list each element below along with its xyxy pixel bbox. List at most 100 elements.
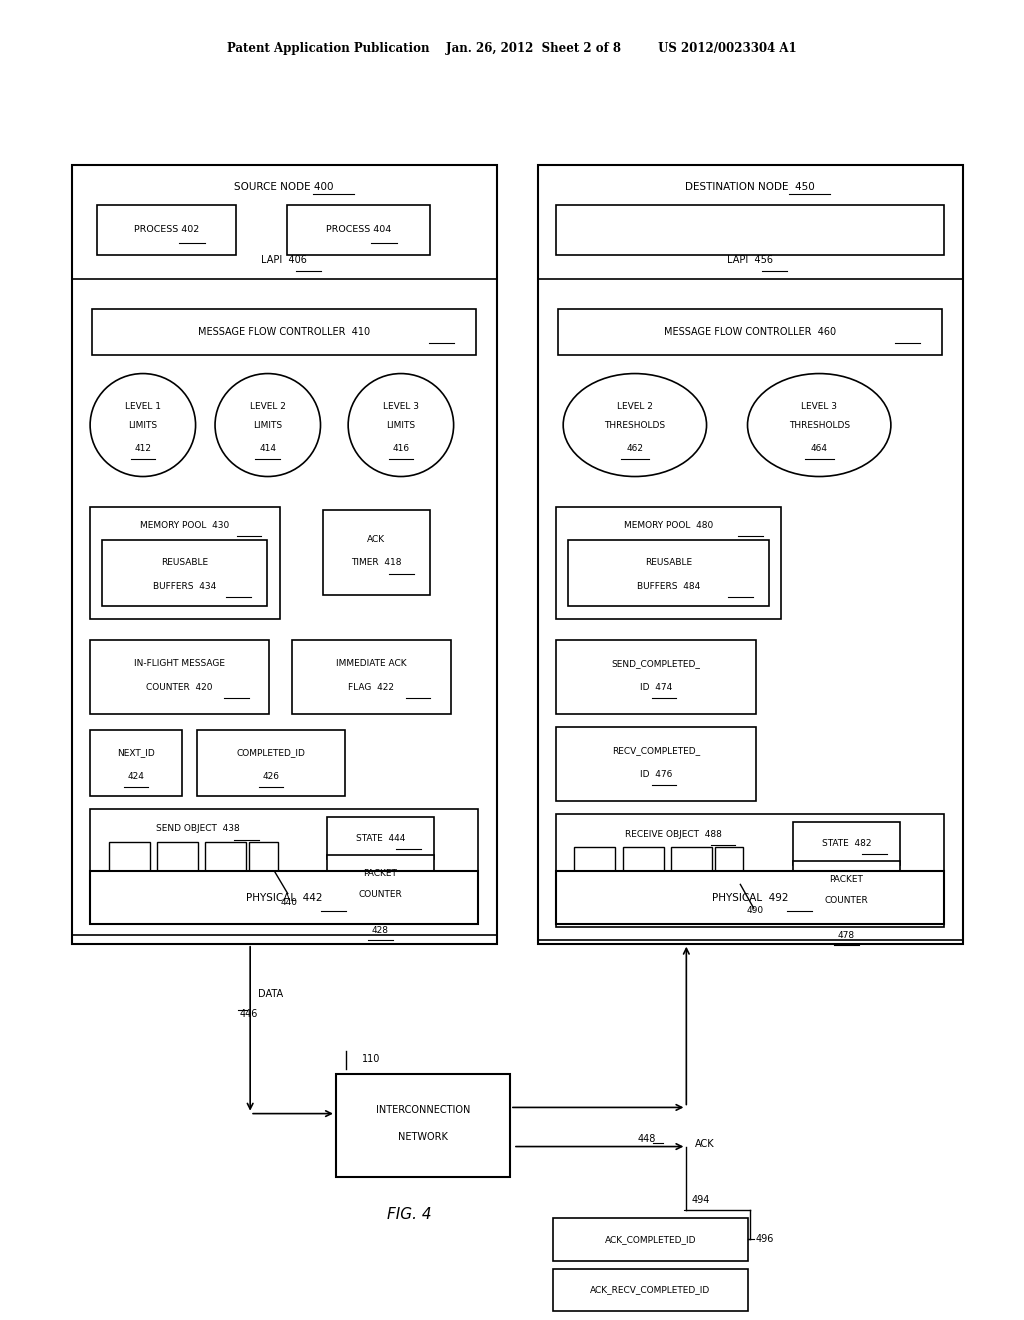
- Text: LEVEL 3: LEVEL 3: [801, 403, 838, 411]
- Text: RECEIVE OBJECT  488: RECEIVE OBJECT 488: [626, 830, 722, 838]
- FancyBboxPatch shape: [109, 842, 150, 900]
- Text: TIMER  418: TIMER 418: [351, 558, 401, 568]
- Ellipse shape: [348, 374, 454, 477]
- Text: PACKET: PACKET: [829, 875, 863, 883]
- Text: 424: 424: [128, 772, 144, 780]
- FancyBboxPatch shape: [336, 1074, 510, 1177]
- Text: LIMITS: LIMITS: [386, 421, 416, 429]
- Text: ID  474: ID 474: [640, 684, 672, 692]
- FancyBboxPatch shape: [556, 727, 756, 801]
- Text: 448: 448: [637, 1134, 655, 1143]
- Text: Patent Application Publication    Jan. 26, 2012  Sheet 2 of 8         US 2012/00: Patent Application Publication Jan. 26, …: [227, 42, 797, 55]
- FancyBboxPatch shape: [292, 640, 451, 714]
- Text: COUNTER: COUNTER: [824, 896, 868, 904]
- Text: REUSABLE: REUSABLE: [161, 558, 209, 566]
- Text: FLAG  422: FLAG 422: [348, 684, 394, 692]
- FancyBboxPatch shape: [556, 205, 944, 255]
- Text: LIMITS: LIMITS: [128, 421, 158, 429]
- Text: DATA: DATA: [258, 989, 284, 999]
- Text: LEVEL 2: LEVEL 2: [616, 403, 653, 411]
- Text: THRESHOLDS: THRESHOLDS: [604, 421, 666, 429]
- Text: REUSABLE: REUSABLE: [645, 558, 692, 566]
- Text: STATE  482: STATE 482: [821, 840, 871, 847]
- FancyBboxPatch shape: [556, 871, 944, 924]
- Text: COMPLETED_ID: COMPLETED_ID: [237, 748, 305, 756]
- FancyBboxPatch shape: [249, 842, 278, 900]
- FancyBboxPatch shape: [327, 817, 434, 859]
- FancyBboxPatch shape: [90, 809, 478, 921]
- Text: 496: 496: [756, 1234, 774, 1245]
- Text: LEVEL 1: LEVEL 1: [125, 403, 161, 411]
- Text: MESSAGE FLOW CONTROLLER  410: MESSAGE FLOW CONTROLLER 410: [198, 327, 371, 337]
- Text: 494: 494: [691, 1195, 710, 1205]
- Text: LAPI  406: LAPI 406: [261, 255, 307, 265]
- Text: LAPI  456: LAPI 456: [727, 255, 773, 265]
- Text: ACK: ACK: [368, 535, 385, 544]
- Text: PROCESS 404: PROCESS 404: [326, 226, 391, 234]
- FancyBboxPatch shape: [205, 842, 246, 900]
- FancyBboxPatch shape: [157, 842, 198, 900]
- FancyBboxPatch shape: [90, 507, 280, 619]
- Text: COUNTER  420: COUNTER 420: [146, 684, 213, 692]
- FancyBboxPatch shape: [92, 309, 476, 355]
- FancyBboxPatch shape: [715, 847, 743, 906]
- FancyBboxPatch shape: [623, 847, 664, 906]
- Text: 464: 464: [811, 445, 827, 453]
- FancyBboxPatch shape: [287, 205, 430, 255]
- FancyBboxPatch shape: [538, 165, 963, 944]
- Text: 446: 446: [240, 1008, 258, 1019]
- Text: COUNTER: COUNTER: [358, 891, 402, 899]
- FancyBboxPatch shape: [327, 855, 434, 913]
- Text: 490: 490: [746, 907, 764, 915]
- Text: 416: 416: [392, 445, 410, 453]
- Text: MESSAGE FLOW CONTROLLER  460: MESSAGE FLOW CONTROLLER 460: [664, 327, 837, 337]
- Text: BUFFERS  434: BUFFERS 434: [154, 582, 216, 590]
- Text: 426: 426: [262, 772, 280, 780]
- FancyBboxPatch shape: [323, 510, 430, 595]
- FancyBboxPatch shape: [90, 871, 478, 924]
- Text: INTERCONNECTION: INTERCONNECTION: [376, 1105, 470, 1115]
- Text: ID  476: ID 476: [640, 771, 672, 779]
- FancyBboxPatch shape: [793, 861, 900, 919]
- Text: STATE  444: STATE 444: [355, 834, 406, 842]
- Text: IMMEDIATE ACK: IMMEDIATE ACK: [336, 660, 407, 668]
- Text: ACK_RECV_COMPLETED_ID: ACK_RECV_COMPLETED_ID: [590, 1286, 711, 1294]
- FancyBboxPatch shape: [556, 640, 756, 714]
- Text: MEMORY POOL  430: MEMORY POOL 430: [140, 521, 229, 529]
- Text: SEND_COMPLETED_: SEND_COMPLETED_: [611, 660, 700, 668]
- Text: 110: 110: [361, 1053, 380, 1064]
- Text: PHYSICAL  492: PHYSICAL 492: [712, 892, 788, 903]
- Text: FIG. 4: FIG. 4: [387, 1206, 432, 1222]
- Text: 478: 478: [838, 932, 855, 940]
- Text: THRESHOLDS: THRESHOLDS: [788, 421, 850, 429]
- Ellipse shape: [90, 374, 196, 477]
- FancyBboxPatch shape: [568, 540, 769, 606]
- Text: PACKET: PACKET: [364, 870, 397, 878]
- FancyBboxPatch shape: [90, 640, 269, 714]
- Text: ACK_COMPLETED_ID: ACK_COMPLETED_ID: [604, 1236, 696, 1243]
- Text: RECV_COMPLETED_: RECV_COMPLETED_: [611, 747, 700, 755]
- FancyBboxPatch shape: [556, 507, 781, 619]
- FancyBboxPatch shape: [558, 309, 942, 355]
- Ellipse shape: [215, 374, 321, 477]
- Text: LEVEL 2: LEVEL 2: [250, 403, 286, 411]
- FancyBboxPatch shape: [553, 1218, 748, 1261]
- Text: SOURCE NODE 400: SOURCE NODE 400: [234, 182, 334, 193]
- Text: 412: 412: [134, 445, 152, 453]
- Text: 428: 428: [372, 927, 389, 935]
- Text: ACK: ACK: [694, 1139, 714, 1148]
- FancyBboxPatch shape: [90, 730, 182, 796]
- Text: SEND OBJECT  438: SEND OBJECT 438: [156, 825, 240, 833]
- FancyBboxPatch shape: [72, 165, 497, 944]
- FancyBboxPatch shape: [102, 540, 267, 606]
- Text: 462: 462: [627, 445, 643, 453]
- Text: DESTINATION NODE  450: DESTINATION NODE 450: [685, 182, 815, 193]
- Text: 440: 440: [281, 899, 298, 907]
- Text: LEVEL 3: LEVEL 3: [383, 403, 419, 411]
- FancyBboxPatch shape: [574, 847, 615, 906]
- Text: PROCESS 402: PROCESS 402: [134, 226, 199, 234]
- Text: NEXT_ID: NEXT_ID: [118, 748, 155, 756]
- Text: IN-FLIGHT MESSAGE: IN-FLIGHT MESSAGE: [134, 660, 225, 668]
- FancyBboxPatch shape: [97, 205, 236, 255]
- Text: BUFFERS  484: BUFFERS 484: [637, 582, 700, 590]
